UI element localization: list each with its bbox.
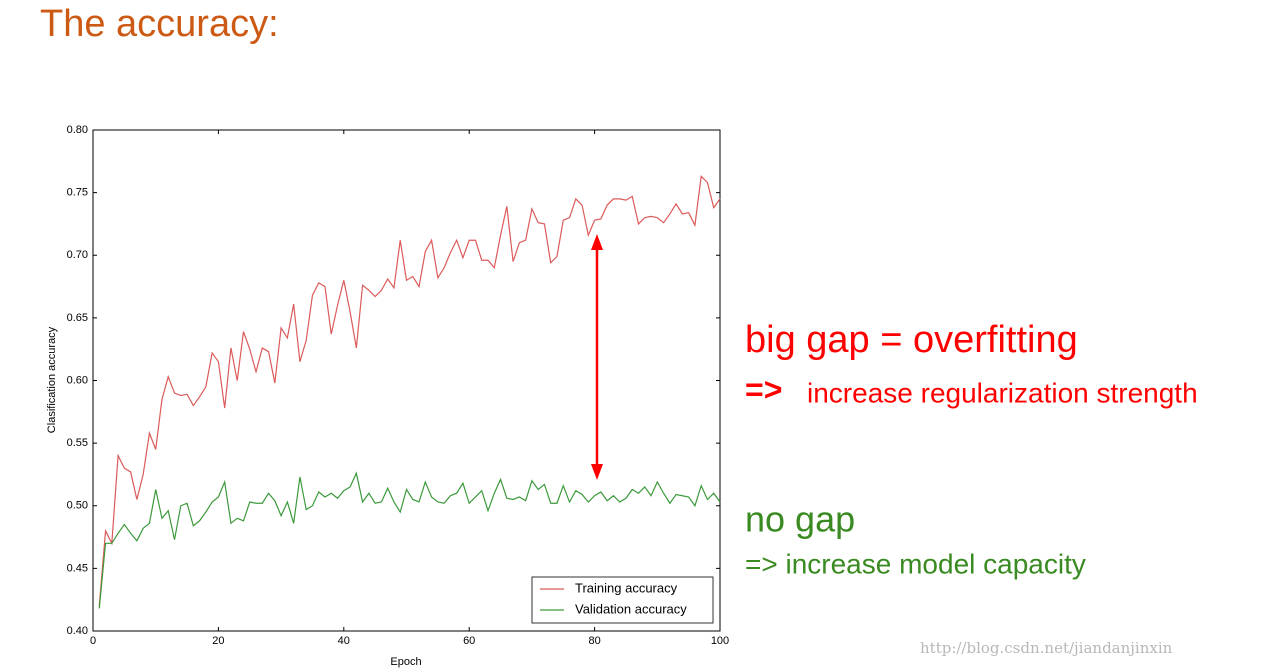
y-tick-label: 0.80 (67, 124, 88, 136)
x-tick-label: 40 (338, 635, 350, 647)
y-tick-label: 0.60 (67, 374, 88, 386)
y-tick-label: 0.70 (67, 249, 88, 261)
x-tick-label: 80 (588, 635, 600, 647)
series-line (98, 175, 721, 606)
y-tick-label: 0.55 (67, 437, 88, 449)
x-tick-label: 100 (711, 635, 729, 647)
y-tick-label: 0.50 (67, 500, 88, 512)
overfit-heading: big gap = overfitting (745, 319, 1078, 361)
y-axis-label: Clasification accuracy (46, 326, 58, 433)
x-tick-label: 20 (212, 635, 224, 647)
plot-frame (92, 129, 721, 632)
watermark: http://blog.csdn.net/jiandanjinxin (920, 639, 1173, 657)
gap-arrow (591, 234, 603, 480)
x-axis-label: Epoch (390, 656, 421, 668)
overfit-advice: increase regularization strength (807, 377, 1198, 408)
nogap-heading: no gap (745, 499, 855, 540)
x-tick-label: 60 (463, 635, 475, 647)
legend-label: Validation accuracy (575, 601, 687, 616)
overfit-arrow: => (745, 371, 782, 407)
y-tick-label: 0.75 (67, 187, 88, 199)
y-tick-label: 0.65 (67, 312, 88, 324)
legend-box (531, 576, 714, 624)
legend-label: Training accuracy (575, 580, 678, 595)
x-tick-label: 0 (90, 635, 96, 647)
slide-title: The accuracy: (40, 3, 279, 45)
legend: Training accuracy Validation accuracy (531, 576, 714, 624)
chart: Clasification accuracy Epoch 0.40 0.45 0.5… (46, 124, 729, 668)
nogap-advice: => increase model capacity (745, 548, 1086, 579)
series-line (98, 471, 721, 609)
y-tick-label: 0.45 (67, 562, 88, 574)
y-tick-label: 0.40 (67, 625, 88, 637)
